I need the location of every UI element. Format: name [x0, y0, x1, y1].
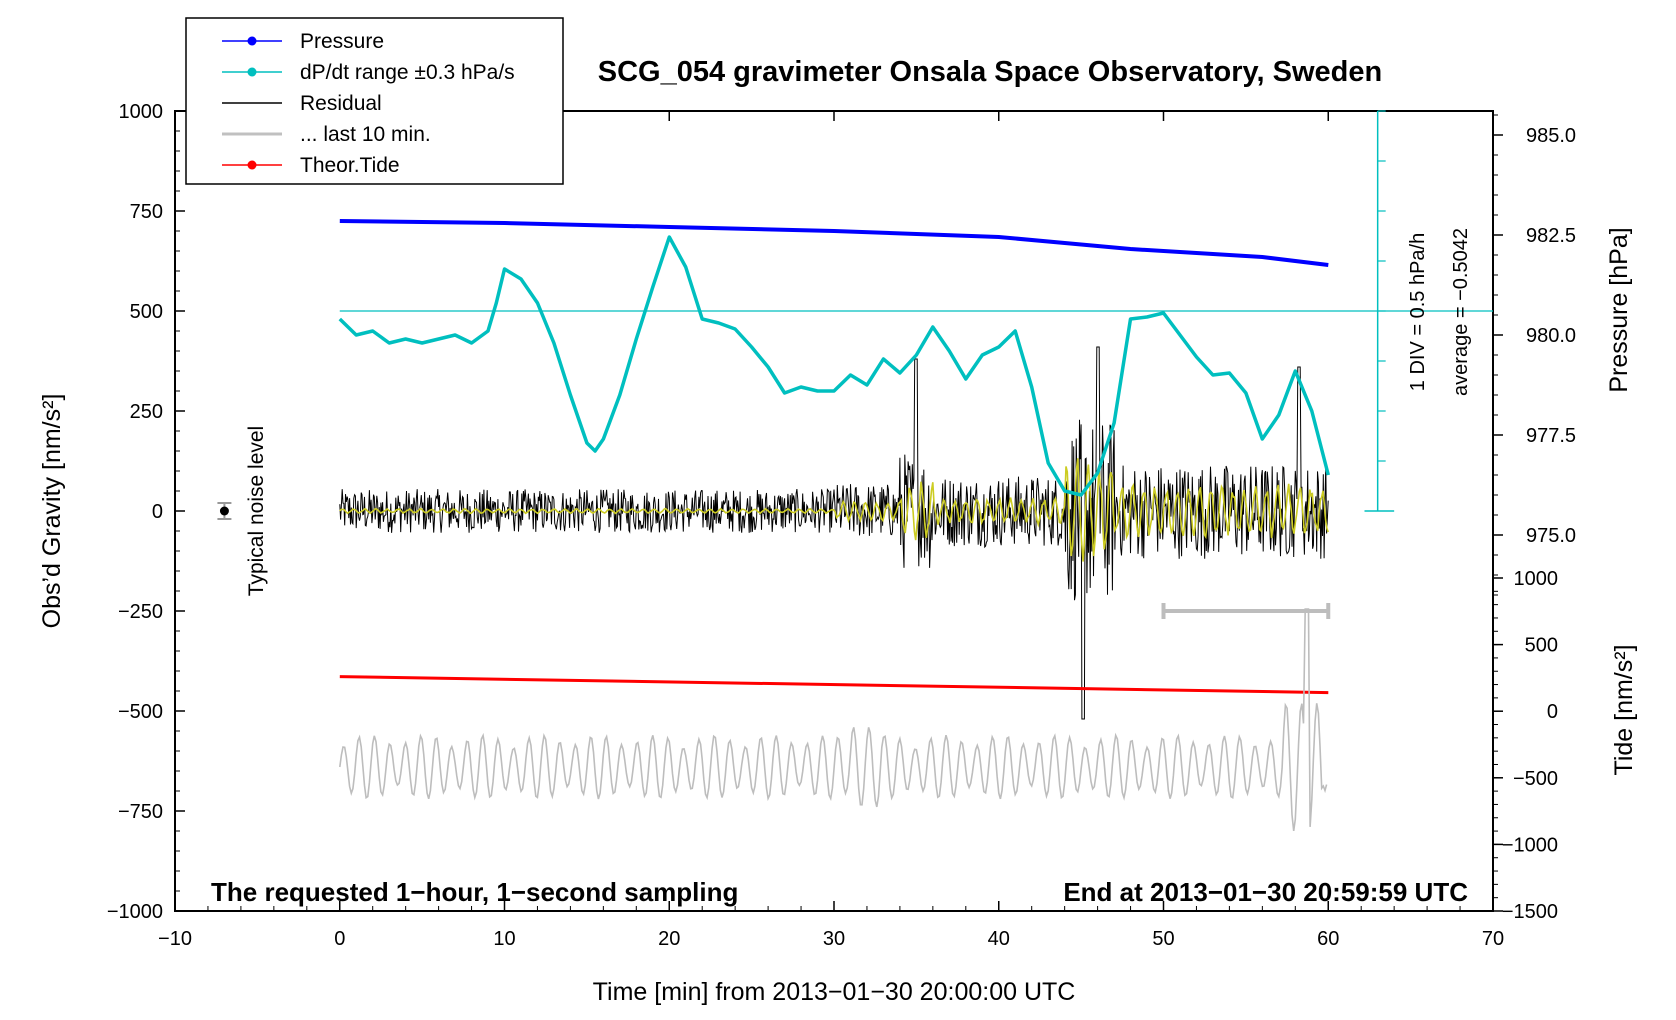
noise-level-point: [219, 506, 229, 516]
residual-series-line: [339, 346, 1329, 720]
pressure-axis-ticks: 985.0 982.5 980.0 977.5 975.0: [1493, 114, 1576, 596]
chart-title: SCG_054 gravimeter Onsala Space Observat…: [598, 56, 1382, 88]
pressure-axis-title: Pressure [hPa]: [1605, 227, 1633, 392]
legend-marker: [247, 36, 257, 46]
x-tick-label: 0: [334, 928, 345, 950]
tide-tick-label: −1500: [1502, 901, 1558, 923]
y-tick-label: 1000: [119, 101, 164, 123]
x-tick-label: 40: [988, 928, 1010, 950]
tide-tick-label: 0: [1547, 701, 1558, 723]
left-axis-title: Obs’d Gravity [nm/s²]: [38, 394, 66, 629]
y-axis-ticks: 1000 750 500 250 0 −250 −500 −750 −1000: [107, 101, 185, 923]
dpdt-division-label: 1 DIV = 0.5 hPa/h: [1407, 233, 1429, 391]
tide-tick-label: −1000: [1502, 834, 1558, 856]
legend-items: Pressure dP/dt range ±0.3 hPa/s Residual..…: [222, 30, 515, 177]
noise-level-marker: [217, 502, 232, 520]
y-tick-label: −500: [118, 701, 163, 723]
pressure-series-line: [339, 219, 1329, 267]
x-tick-label: 10: [493, 928, 515, 950]
x-axis-ticks: −10 0 10 20 30 40 50 60 70: [158, 111, 1504, 950]
y-tick-label: 500: [130, 301, 163, 323]
footer-end-time: End at 2013−01−30 20:59:59 UTC: [1063, 877, 1468, 907]
y-tick-label: 250: [130, 401, 163, 423]
legend: Pressure dP/dt range ±0.3 hPa/s Residual..…: [185, 17, 564, 185]
footer-sampling-note: The requested 1−hour, 1−second sampling: [211, 877, 738, 907]
x-axis-title: Time [min] from 2013−01−30 20:00:00 UTC: [593, 978, 1076, 1006]
tide-tick-label: 1000: [1514, 568, 1559, 590]
y-tick-label: −750: [118, 801, 163, 823]
x-tick-label: 60: [1317, 928, 1339, 950]
legend-label: dP/dt range ±0.3 hPa/s: [300, 61, 515, 84]
y-tick-label: 0: [152, 501, 163, 523]
data-series: [338, 219, 1331, 832]
y-tick-label: −1000: [107, 901, 163, 923]
legend-label: ... last 10 min.: [300, 123, 431, 146]
dpdt-scale-bar: [1364, 110, 1395, 512]
legend-label: Theor.Tide: [300, 154, 400, 177]
x-tick-label: 70: [1482, 928, 1504, 950]
legend-box: [185, 17, 564, 185]
pressure-tick-label: 985.0: [1526, 125, 1576, 147]
noise-level-label: Typical noise level: [245, 426, 268, 596]
y-tick-label: 750: [130, 201, 163, 223]
tide-axis-ticks: 1000 500 0 −500 −1000 −1500: [1493, 568, 1558, 923]
filtered-residual-line: [339, 458, 1329, 562]
tide-series-line: [339, 675, 1329, 695]
x-tick-label: 50: [1152, 928, 1174, 950]
last-10-min-series-line: [339, 608, 1328, 832]
tide-tick-label: 500: [1525, 635, 1558, 657]
tide-axis-title: Tide [nm/s²]: [1610, 644, 1638, 775]
x-tick-label: 30: [823, 928, 845, 950]
dpdt-series-line: [338, 235, 1330, 497]
dpdt-average-label: average = −0.5042: [1450, 228, 1472, 396]
legend-label: Residual: [300, 92, 382, 115]
legend-label: Pressure: [300, 30, 384, 53]
legend-marker: [247, 67, 257, 77]
x-tick-label: −10: [158, 928, 192, 950]
pressure-tick-label: 975.0: [1526, 525, 1576, 547]
legend-marker: [247, 160, 257, 170]
pressure-tick-label: 977.5: [1526, 425, 1576, 447]
y-tick-label: −250: [118, 601, 163, 623]
pressure-tick-label: 982.5: [1526, 225, 1576, 247]
x-tick-label: 20: [658, 928, 680, 950]
pressure-tick-label: 980.0: [1526, 325, 1576, 347]
tide-tick-label: −500: [1513, 768, 1558, 790]
